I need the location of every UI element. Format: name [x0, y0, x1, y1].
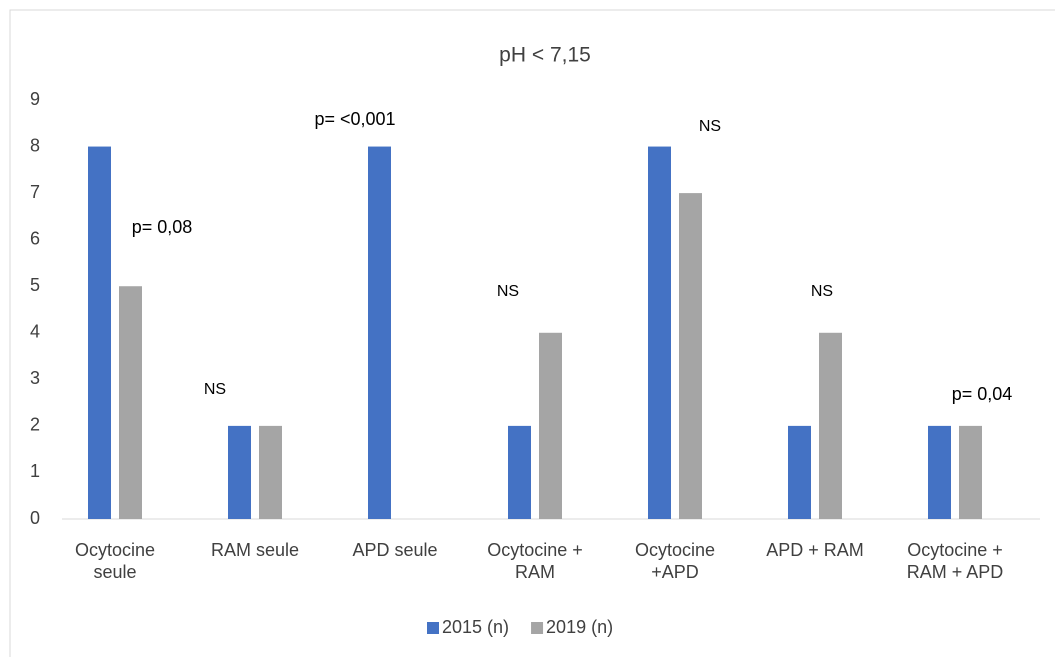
bar: [819, 332, 842, 519]
annotation: p= 0,04: [952, 384, 1013, 404]
y-tick-label: 6: [30, 228, 40, 248]
bar: [679, 193, 702, 519]
annotation: p= <0,001: [314, 109, 395, 129]
bar: [228, 425, 251, 519]
bar: [88, 146, 111, 520]
y-tick-label: 9: [30, 89, 40, 109]
x-tick-label: RAM seule: [210, 540, 300, 560]
bar: [928, 425, 951, 519]
chart-frame: [9, 9, 1055, 657]
annotation: NS: [497, 283, 519, 300]
y-tick-label: 0: [30, 508, 40, 528]
x-tick-label: Ocytocine + RAM + APD: [906, 540, 1004, 582]
bar: [508, 425, 531, 519]
y-tick-label: 7: [30, 182, 40, 202]
bar: [648, 146, 671, 520]
y-tick-label: 2: [30, 415, 40, 435]
bar: [788, 425, 811, 519]
legend-swatch: [531, 622, 544, 634]
legend-label: 2015 (n): [442, 617, 509, 637]
y-tick-label: 1: [30, 461, 40, 481]
x-tick-label: Ocytocine +APD: [634, 540, 716, 582]
y-tick-label: 5: [30, 275, 40, 295]
bar: [368, 146, 391, 520]
x-tick-label: APD + RAM: [766, 540, 864, 560]
legend-swatch: [427, 622, 439, 634]
bar: [119, 286, 142, 519]
annotation: NS: [204, 381, 226, 398]
y-tick-label: 8: [30, 135, 40, 155]
annotation: NS: [699, 118, 721, 135]
annotation: NS: [811, 283, 833, 300]
x-tick-label: APD seule: [352, 540, 438, 560]
bar: [959, 425, 982, 519]
bar: [259, 425, 282, 519]
legend-label: 2019 (n): [546, 617, 613, 637]
y-tick-label: 4: [30, 322, 40, 342]
x-tick-label: Ocytocine + RAM: [487, 540, 583, 582]
x-tick-label: Ocytocine seule: [74, 540, 156, 582]
chart-title: pH < 7,15: [499, 44, 591, 67]
y-tick-label: 3: [30, 368, 40, 388]
annotation: p= 0,08: [132, 217, 193, 237]
bar: [539, 332, 562, 519]
